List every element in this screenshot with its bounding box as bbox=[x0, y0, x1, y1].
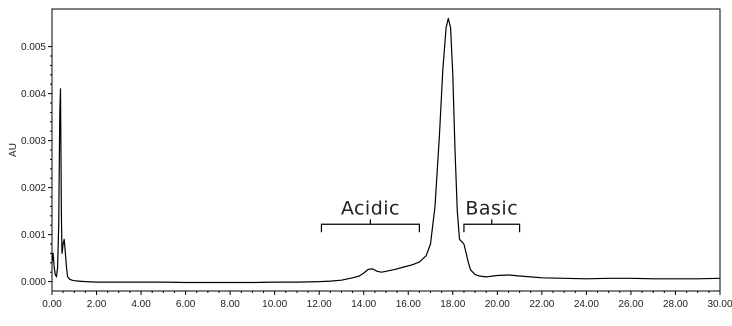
x-tick-label: 4.00 bbox=[131, 299, 151, 310]
y-axis-label: AU bbox=[8, 143, 19, 157]
x-tick-label: 28.00 bbox=[663, 299, 688, 310]
y-tick-label: 0.001 bbox=[21, 230, 46, 241]
x-tick-label: 10.00 bbox=[262, 299, 287, 310]
x-axis: 0.00 2.00 4.00 6.00 8.00 10.00 12.00 14.00 16.00… bbox=[42, 291, 732, 310]
x-tick-label: 12.00 bbox=[307, 299, 332, 310]
bracket-label: Basic bbox=[465, 197, 518, 219]
x-tick-label: 18.00 bbox=[440, 299, 465, 310]
annotations: Acidic Basic bbox=[320, 197, 521, 233]
bracket bbox=[320, 219, 420, 233]
y-axis: 0.000 0.001 0.002 0.003 0.004 0.005 bbox=[21, 42, 52, 288]
bracket-label: Acidic bbox=[341, 197, 400, 219]
x-tick-label: 22.00 bbox=[529, 299, 554, 310]
x-tick-label: 24.00 bbox=[574, 299, 599, 310]
y-tick-label: 0.004 bbox=[21, 89, 46, 100]
y-tick-label: 0.003 bbox=[21, 136, 46, 147]
x-tick-label: 16.00 bbox=[396, 299, 421, 310]
x-tick-label: 0.00 bbox=[42, 299, 62, 310]
chromatogram-line bbox=[51, 17, 721, 284]
x-tick-label: 26.00 bbox=[618, 299, 643, 310]
x-tick-label: 8.00 bbox=[220, 299, 240, 310]
x-tick-label: 2.00 bbox=[87, 299, 107, 310]
x-tick-label: 20.00 bbox=[485, 299, 510, 310]
bracket bbox=[463, 219, 521, 233]
x-tick-label: 6.00 bbox=[176, 299, 196, 310]
x-tick-label: 30.00 bbox=[707, 299, 732, 310]
plot-frame bbox=[51, 8, 721, 292]
x-tick-label: 14.00 bbox=[351, 299, 376, 310]
y-tick-label: 0.000 bbox=[21, 277, 46, 288]
y-tick-label: 0.002 bbox=[21, 183, 46, 194]
y-tick-label: 0.005 bbox=[21, 42, 46, 53]
